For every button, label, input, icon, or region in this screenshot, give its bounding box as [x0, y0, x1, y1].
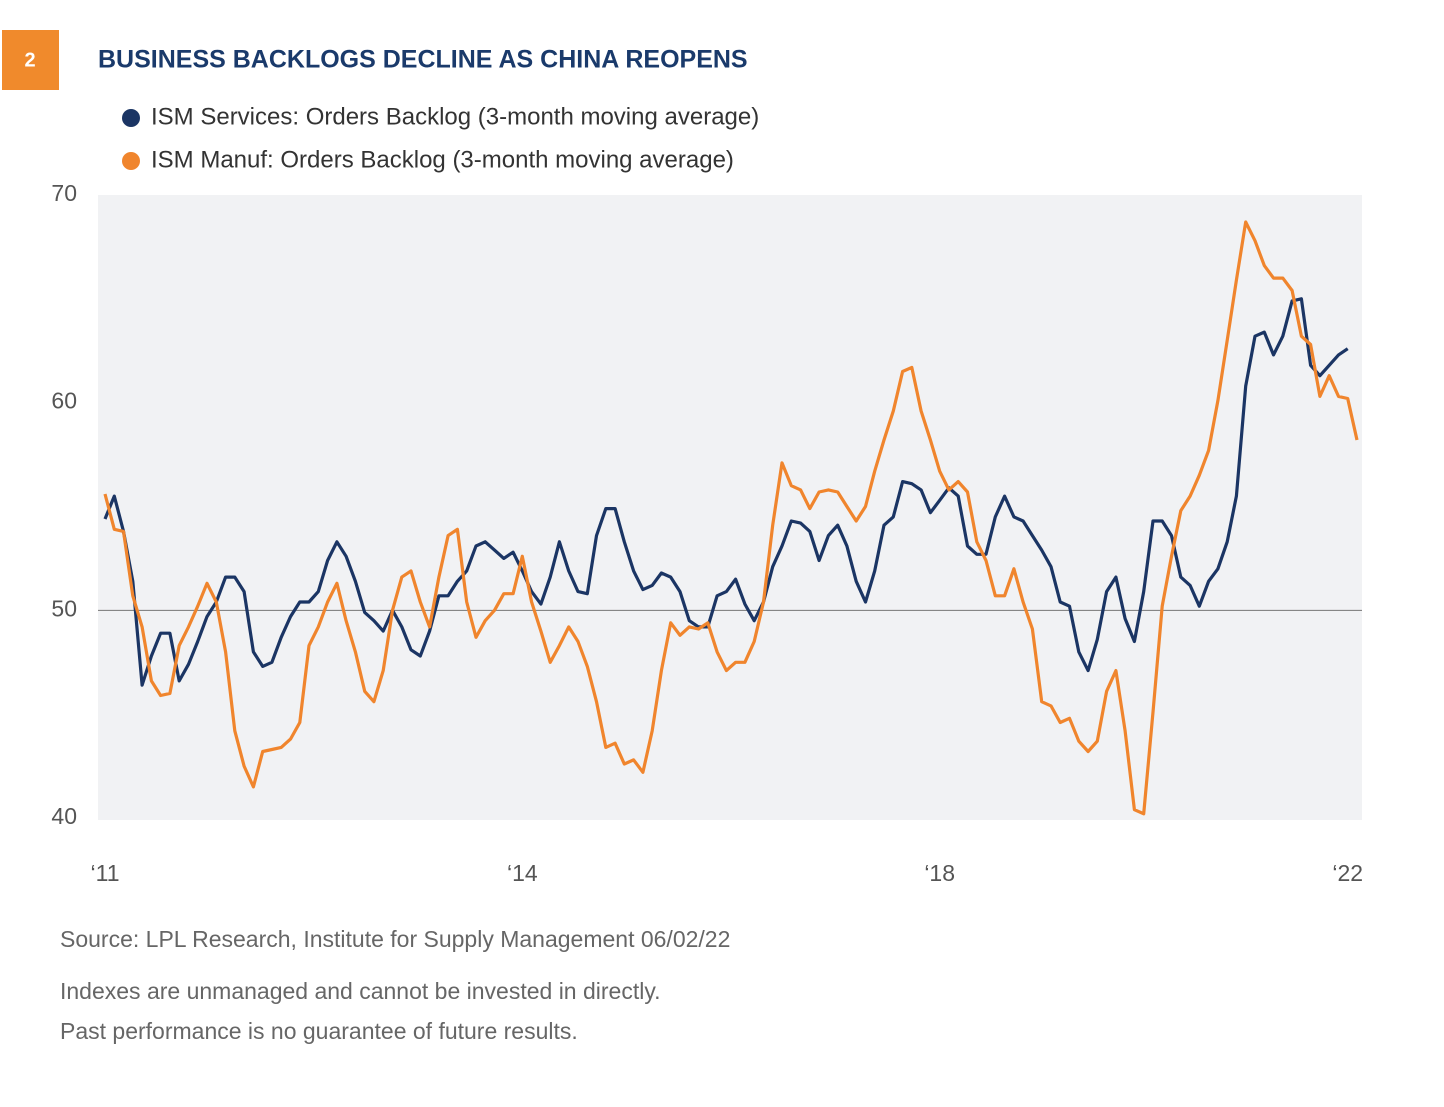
y-tick-label: 40 [51, 803, 77, 829]
chart-title: BUSINESS BACKLOGS DECLINE AS CHINA REOPE… [98, 46, 748, 74]
legend-swatch [122, 109, 140, 127]
source: Source: LPL Research, Institute for Supp… [60, 926, 730, 952]
badge [2, 30, 59, 90]
y-tick-label: 70 [51, 180, 77, 206]
x-tick-label: ‘11 [91, 860, 120, 886]
note: Past performance is no guarantee of futu… [60, 1018, 578, 1044]
legend-swatch [122, 152, 140, 170]
y-tick-label: 60 [51, 388, 77, 414]
x-tick-label: ‘22 [1332, 860, 1363, 886]
badge-number: 2 [24, 49, 35, 71]
x-tick-label: ‘18 [924, 860, 955, 886]
legend-label: ISM Services: Orders Backlog (3-month mo… [151, 103, 759, 130]
series-line [103, 220, 1359, 816]
note: Indexes are unmanaged and cannot be inve… [60, 978, 661, 1004]
legend-label: ISM Manuf: Orders Backlog (3-month movin… [151, 146, 734, 173]
plot-area [98, 195, 1362, 820]
y-tick-label: 50 [51, 595, 77, 621]
series-line [103, 297, 1349, 687]
x-tick-label: ‘14 [507, 860, 538, 886]
